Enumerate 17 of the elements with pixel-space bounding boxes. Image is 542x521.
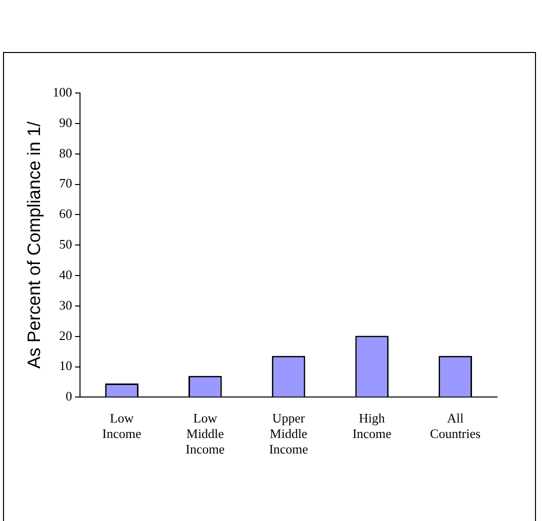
y-tick-label: 70 (59, 176, 72, 191)
x-tick-label: High Income (352, 410, 392, 442)
x-tick-label: Low Income (102, 410, 142, 442)
y-tick-label: 80 (59, 145, 72, 160)
y-tick-label: 30 (59, 297, 72, 312)
y-tick-label: 90 (59, 114, 72, 130)
y-tick-label: 100 (52, 84, 72, 100)
x-tick-label: All Countries (430, 410, 481, 442)
y-tick-label: 10 (59, 358, 72, 374)
y-tick-label: 60 (59, 206, 72, 222)
y-axis-title: As Percent of Compliance in 1/ (24, 122, 44, 369)
x-tick-label: Low Middle Income (186, 410, 225, 457)
y-tick-label: 20 (59, 328, 72, 343)
x-tick-label: Upper Middle Income (269, 410, 308, 457)
y-tick-label: 50 (59, 236, 72, 252)
y-tick-label: 0 (66, 388, 72, 404)
y-tick-label: 40 (59, 266, 72, 282)
